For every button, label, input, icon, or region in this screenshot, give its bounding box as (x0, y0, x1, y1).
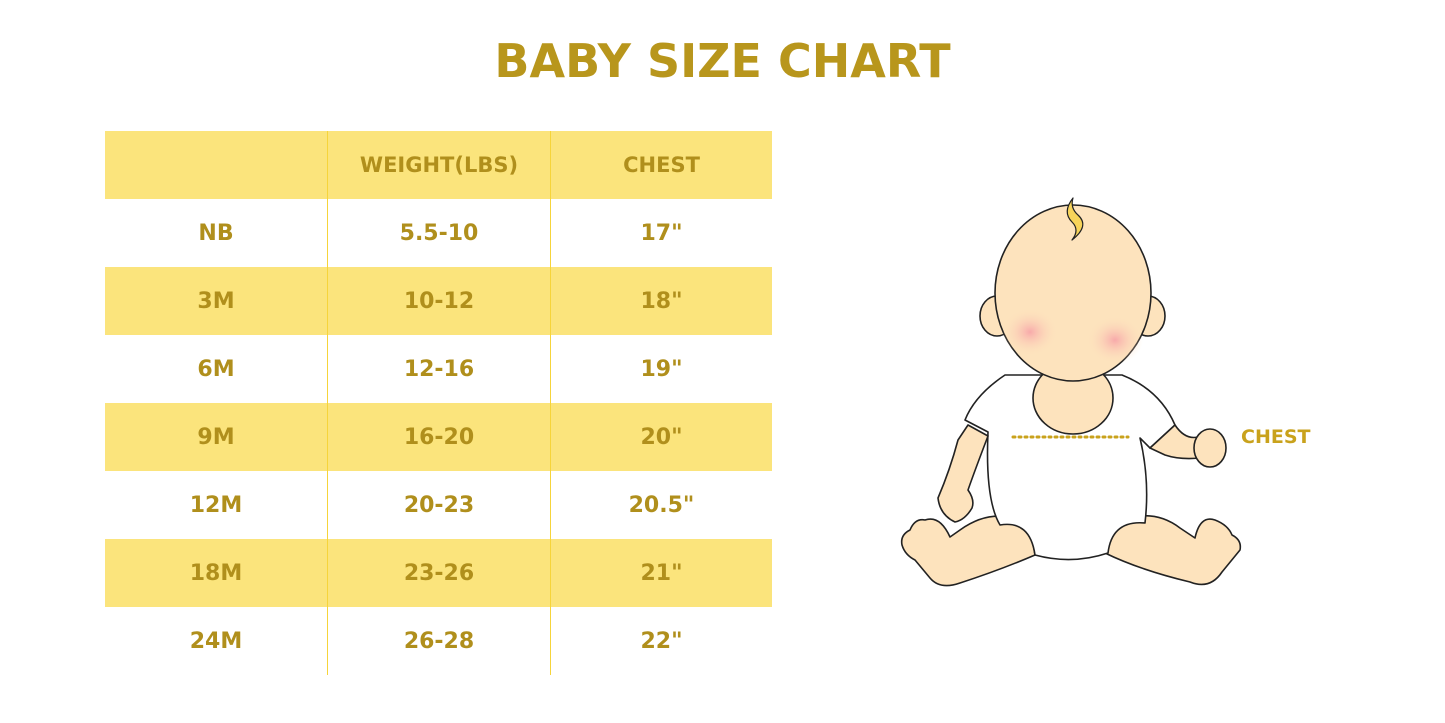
table-row: 6M 12-16 19" (105, 335, 772, 403)
fist (1193, 428, 1227, 468)
weight-cell: 10-12 (327, 267, 551, 335)
weight-cell: 16-20 (327, 403, 551, 471)
chest-cell: 19" (640, 356, 683, 382)
size-cell: 9M (105, 403, 328, 471)
size-cell: 18M (105, 539, 328, 607)
header-size (105, 131, 328, 199)
header-weight: WEIGHT(LBS) (327, 131, 551, 199)
size-table: WEIGHT(LBS) CHEST NB 5.5-10 17" 3M 10-12… (105, 131, 772, 675)
chest-cell: 21" (640, 560, 683, 586)
chest-cell: 18" (640, 288, 683, 314)
size-cell: NB (105, 199, 328, 267)
page-title: BABY SIZE CHART (494, 34, 951, 88)
left-leg (900, 515, 1036, 587)
chest-cell: 17" (640, 220, 683, 246)
size-cell: 3M (105, 267, 328, 335)
table-row: 12M 20-23 20.5" (105, 471, 772, 539)
table-row: 3M 10-12 18" (105, 267, 772, 335)
hair-curl (1066, 197, 1084, 241)
table-row: 9M 16-20 20" (105, 403, 772, 471)
weight-cell: 5.5-10 (327, 199, 551, 267)
right-leg (1104, 514, 1242, 586)
onesie (964, 374, 1176, 561)
right-cheek (1087, 316, 1143, 364)
size-cell: 6M (105, 335, 328, 403)
table-header-row: WEIGHT(LBS) CHEST (105, 131, 772, 199)
size-cell: 24M (105, 607, 328, 675)
left-cheek (1002, 308, 1058, 356)
table-row: NB 5.5-10 17" (105, 199, 772, 267)
weight-cell: 23-26 (327, 539, 551, 607)
table-row: 24M 26-28 22" (105, 607, 772, 675)
chest-label: CHEST (1241, 426, 1311, 448)
chest-cell: 22" (640, 628, 683, 654)
header-chest: CHEST (623, 153, 700, 177)
left-arm (937, 424, 989, 523)
size-cell: 12M (105, 471, 328, 539)
weight-cell: 26-28 (327, 607, 551, 675)
table-row: 18M 23-26 21" (105, 539, 772, 607)
chest-cell: 20.5" (628, 492, 695, 518)
weight-cell: 20-23 (327, 471, 551, 539)
chest-cell: 20" (640, 424, 683, 450)
weight-cell: 12-16 (327, 335, 551, 403)
